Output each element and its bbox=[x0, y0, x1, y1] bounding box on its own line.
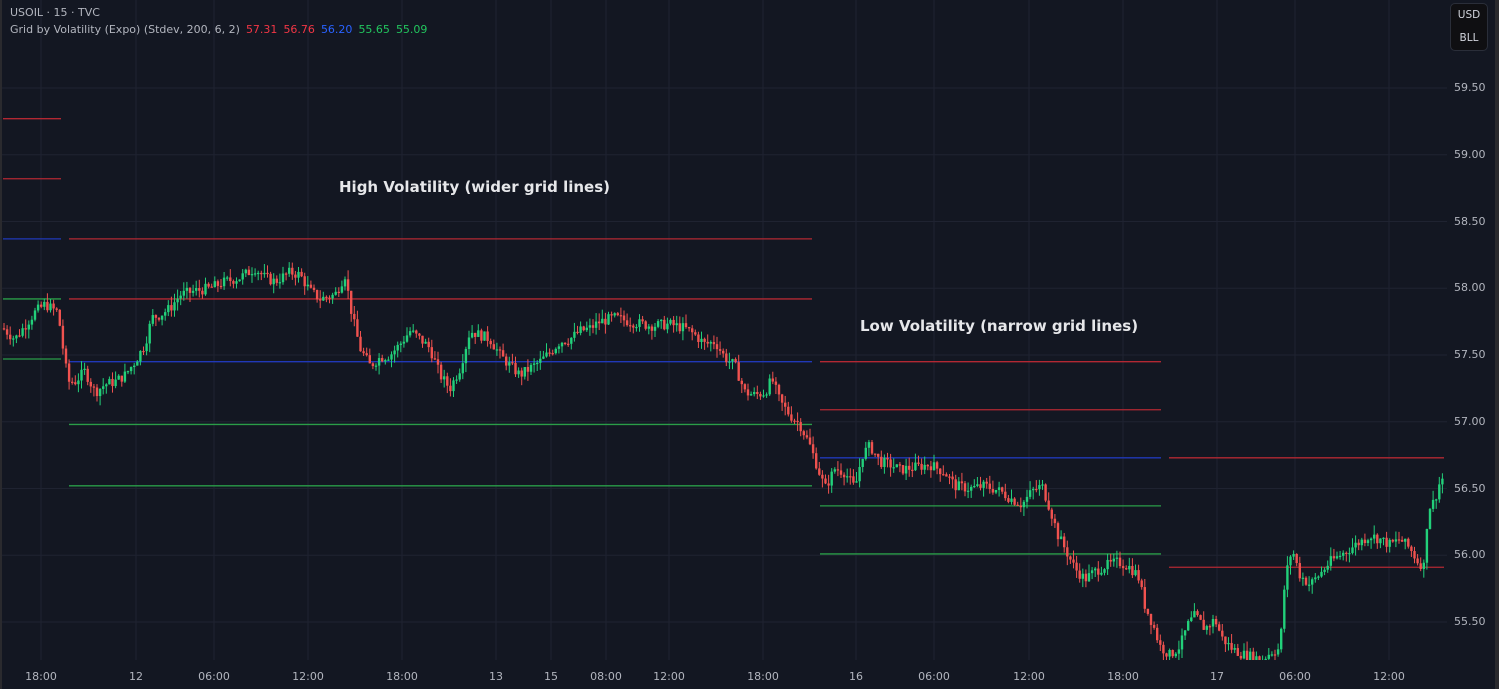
annotation-high-volatility: High Volatility (wider grid lines) bbox=[339, 178, 610, 196]
chart-gridlines bbox=[0, 0, 1447, 660]
time-tick: 18:00 bbox=[747, 670, 779, 683]
time-tick: 06:00 bbox=[918, 670, 950, 683]
time-tick: 17 bbox=[1210, 670, 1224, 683]
currency-label: USD bbox=[1457, 9, 1481, 21]
time-tick: 16 bbox=[849, 670, 863, 683]
price-tick: 58.50 bbox=[1454, 214, 1486, 228]
right-border bbox=[1495, 0, 1499, 689]
time-tick: 08:00 bbox=[590, 670, 622, 683]
price-tick: 56.50 bbox=[1454, 481, 1486, 495]
left-border bbox=[0, 0, 2, 689]
indicator-legend[interactable]: Grid by Volatility (Expo) (Stdev, 200, 6… bbox=[10, 21, 427, 38]
price-tick: 57.00 bbox=[1454, 414, 1486, 428]
time-tick: 12:00 bbox=[653, 670, 685, 683]
chart-legend: USOIL · 15 · TVC Grid by Volatility (Exp… bbox=[10, 4, 427, 38]
unit-label: BLL bbox=[1459, 32, 1479, 44]
time-tick: 18:00 bbox=[1107, 670, 1139, 683]
annotation-low-volatility: Low Volatility (narrow grid lines) bbox=[860, 317, 1139, 335]
time-tick: 18:00 bbox=[25, 670, 57, 683]
price-tick: 59.00 bbox=[1454, 147, 1486, 161]
time-tick: 15 bbox=[544, 670, 558, 683]
time-tick: 12:00 bbox=[292, 670, 324, 683]
price-tick: 55.50 bbox=[1454, 615, 1486, 628]
currency-unit-button[interactable]: USD BLL bbox=[1450, 3, 1488, 51]
volatility-grid-lines bbox=[3, 118, 1444, 568]
price-tick: 58.00 bbox=[1454, 281, 1486, 295]
price-tick: 56.00 bbox=[1454, 548, 1486, 562]
time-tick: 06:00 bbox=[198, 670, 230, 683]
time-tick: 12 bbox=[129, 670, 143, 683]
time-tick: 12:00 bbox=[1013, 670, 1045, 683]
symbol-title[interactable]: USOIL · 15 · TVC bbox=[10, 6, 100, 19]
candlestick-series bbox=[2, 262, 1444, 671]
indicator-name: Grid by Volatility (Expo) (Stdev, 200, 6… bbox=[10, 23, 240, 36]
indicator-value-3: 56.20 bbox=[320, 23, 353, 36]
indicator-value-1: 57.31 bbox=[245, 23, 278, 36]
time-tick: 18:00 bbox=[386, 670, 418, 683]
time-tick: 06:00 bbox=[1279, 670, 1311, 683]
time-axis-bg bbox=[0, 660, 1447, 689]
time-tick: 12:00 bbox=[1373, 670, 1405, 683]
price-tick: 59.50 bbox=[1454, 81, 1486, 94]
time-tick: 13 bbox=[489, 670, 503, 683]
indicator-value-4: 55.65 bbox=[358, 23, 390, 36]
indicator-value-5: 55.09 bbox=[395, 23, 428, 36]
indicator-value-2: 56.76 bbox=[283, 23, 315, 36]
price-axis-bg bbox=[1447, 0, 1499, 689]
price-tick: 57.50 bbox=[1454, 348, 1486, 361]
